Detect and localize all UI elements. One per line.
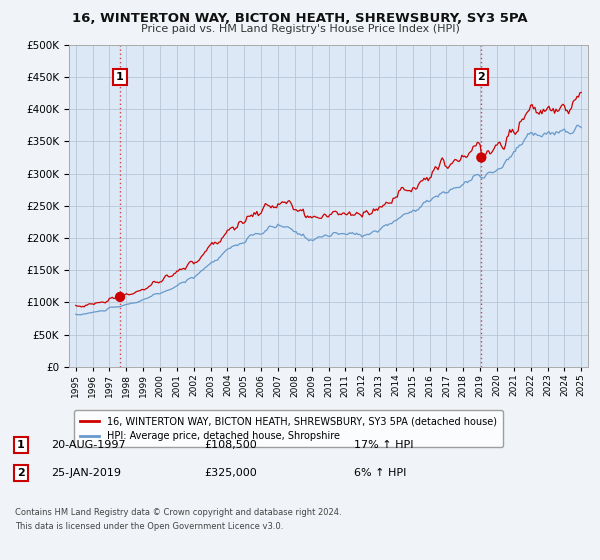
Text: 6% ↑ HPI: 6% ↑ HPI: [354, 468, 406, 478]
Text: 1: 1: [116, 72, 124, 82]
Point: [115, 292, 125, 301]
Text: £108,500: £108,500: [204, 440, 257, 450]
Text: 2: 2: [478, 72, 485, 82]
Text: This data is licensed under the Open Government Licence v3.0.: This data is licensed under the Open Gov…: [15, 522, 283, 531]
Text: Contains HM Land Registry data © Crown copyright and database right 2024.: Contains HM Land Registry data © Crown c…: [15, 508, 341, 517]
Text: 20-AUG-1997: 20-AUG-1997: [51, 440, 125, 450]
Legend: 16, WINTERTON WAY, BICTON HEATH, SHREWSBURY, SY3 5PA (detached house), HPI: Aver: 16, WINTERTON WAY, BICTON HEATH, SHREWSB…: [74, 410, 503, 447]
Text: 17% ↑ HPI: 17% ↑ HPI: [354, 440, 413, 450]
Text: £325,000: £325,000: [204, 468, 257, 478]
Text: Price paid vs. HM Land Registry's House Price Index (HPI): Price paid vs. HM Land Registry's House …: [140, 24, 460, 34]
Text: 25-JAN-2019: 25-JAN-2019: [51, 468, 121, 478]
Point: [476, 153, 486, 162]
Text: 16, WINTERTON WAY, BICTON HEATH, SHREWSBURY, SY3 5PA: 16, WINTERTON WAY, BICTON HEATH, SHREWSB…: [72, 12, 528, 25]
Text: 2: 2: [17, 468, 25, 478]
Text: 1: 1: [17, 440, 25, 450]
